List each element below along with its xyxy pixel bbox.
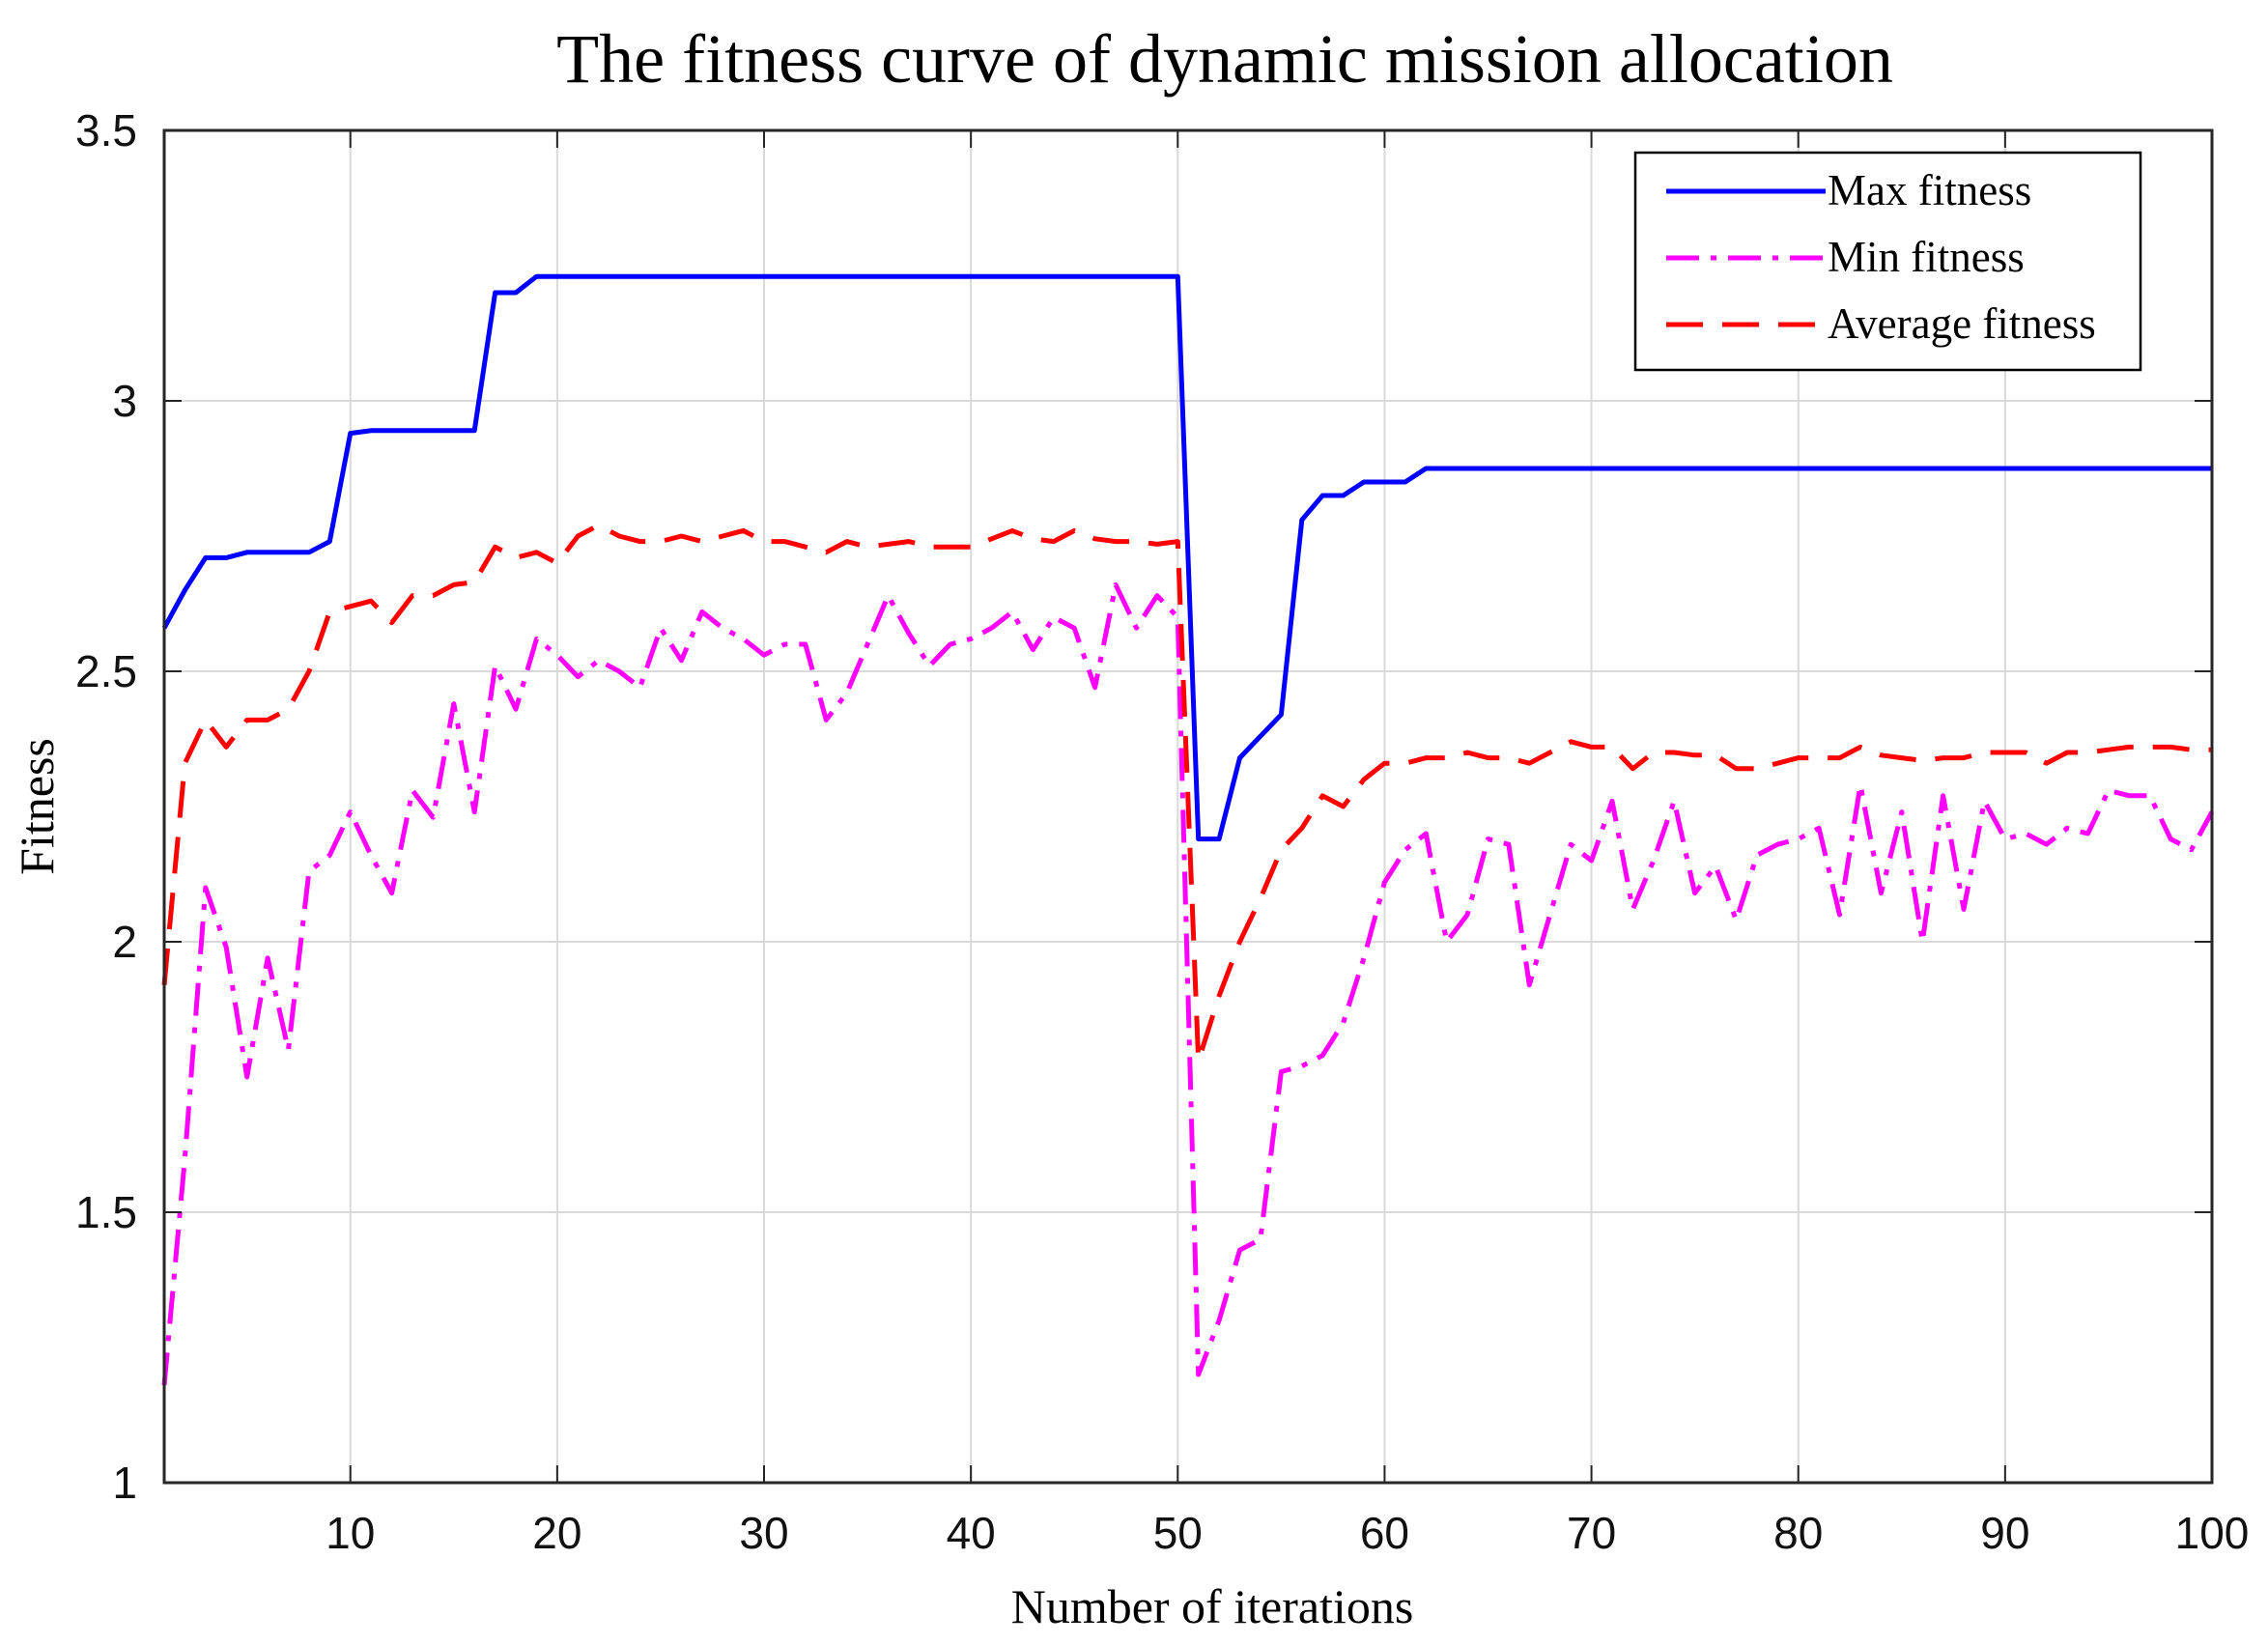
x-tick-label: 20 [532, 1508, 581, 1558]
y-tick-label: 2.5 [75, 646, 137, 696]
series-line-average-fitness [161, 523, 2212, 1063]
y-tick-label: 3.5 [75, 105, 137, 156]
y-axis-tick-labels: 1 1.5 2 2.5 3 3.5 [75, 105, 137, 1508]
legend-label-average-fitness: Average fitness [1828, 299, 2096, 348]
x-tick-label: 60 [1360, 1508, 1409, 1558]
legend: Max fitness Min fitness Average fitness [1633, 151, 2142, 372]
data-series [161, 273, 2215, 1386]
series-line-min-fitness [161, 581, 2215, 1386]
x-axis-label: Number of iterations [1011, 1579, 1414, 1633]
x-tick-label: 40 [947, 1508, 996, 1558]
x-tick-label: 80 [1773, 1508, 1823, 1558]
y-tick-label: 1 [112, 1458, 137, 1508]
x-tick-label: 10 [326, 1508, 375, 1558]
legend-label-min-fitness: Min fitness [1828, 233, 2025, 281]
x-axis-tick-labels: 10 20 30 40 50 60 70 80 90 100 [326, 1508, 2249, 1558]
y-tick-label: 3 [112, 376, 137, 426]
y-tick-label: 1.5 [75, 1187, 137, 1237]
y-axis-label: Fitness [10, 738, 64, 875]
x-tick-label: 30 [739, 1508, 788, 1558]
x-tick-label: 100 [2175, 1508, 2250, 1558]
series-line-max-fitness [161, 273, 2212, 842]
x-tick-label: 70 [1567, 1508, 1616, 1558]
axis-ticks [164, 129, 2213, 1484]
x-tick-label: 50 [1153, 1508, 1203, 1558]
chart-title: The fitness curve of dynamic mission all… [556, 20, 1893, 98]
x-tick-label: 90 [1980, 1508, 2029, 1558]
plot-frame [162, 128, 2214, 1485]
legend-label-max-fitness: Max fitness [1828, 166, 2031, 214]
y-tick-label: 2 [112, 917, 137, 967]
